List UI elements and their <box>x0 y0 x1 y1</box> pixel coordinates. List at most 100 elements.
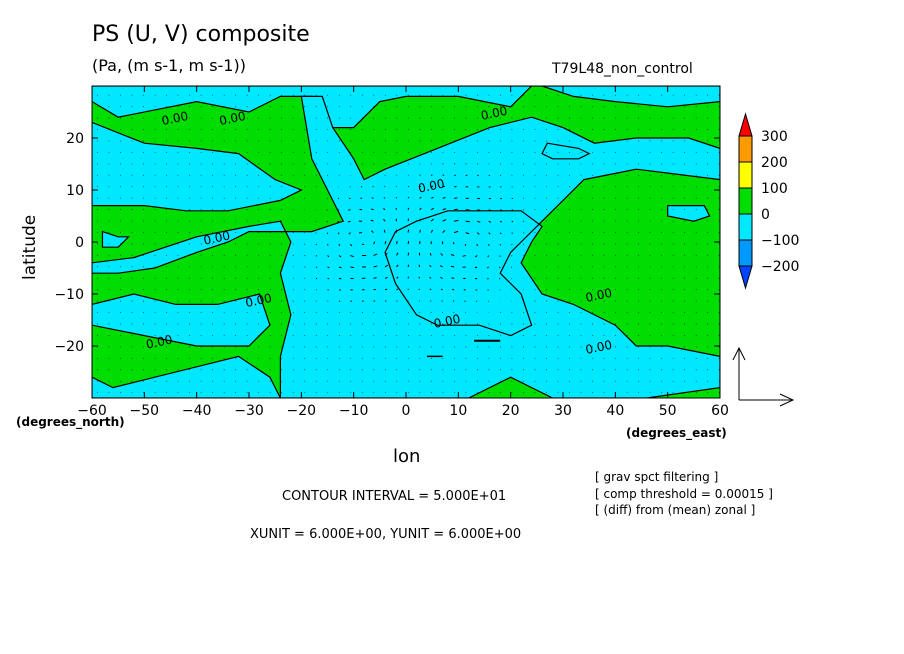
wind-vector <box>327 266 330 269</box>
plot-area: 0.00 0.00 0.00 0.00 0.00 0.00 0.00 0.00 0.00 0.00 <box>92 86 720 398</box>
wind-vector <box>442 197 446 199</box>
x-tick-label: 50 <box>659 403 677 419</box>
wind-vector <box>499 220 503 223</box>
colorbar-label-4: −100 <box>761 233 799 249</box>
wind-vector <box>430 185 434 188</box>
wind-vector <box>396 264 399 268</box>
contour-label-9: 0.00 <box>584 338 613 357</box>
wind-vector <box>419 185 422 188</box>
x-tick-label: 10 <box>449 403 467 419</box>
colorbar-bottom-arrow <box>738 265 753 290</box>
chart-title: PS (U, V) composite <box>92 22 310 47</box>
wind-vector <box>373 277 377 279</box>
colorbar-segment-2 <box>738 187 753 215</box>
wind-vector <box>383 218 386 222</box>
wind-vector <box>418 264 421 268</box>
wind-vector <box>465 232 470 235</box>
wind-vector <box>407 185 410 188</box>
reference-vector-x-head <box>779 393 795 407</box>
wind-vector <box>395 207 398 210</box>
wind-vector <box>429 264 432 268</box>
wind-vector <box>499 266 501 269</box>
negative-region-2 <box>92 121 303 212</box>
x-axis-label: lon <box>393 446 421 467</box>
colorbar-label-2: 100 <box>761 181 788 197</box>
contour-label-8: 0.00 <box>145 332 174 351</box>
wind-vector <box>315 243 317 246</box>
wind-vector <box>477 220 481 223</box>
wind-vector <box>440 288 443 291</box>
wind-vector <box>441 300 443 302</box>
y-tick-label: −10 <box>54 287 84 303</box>
wind-vector <box>499 277 501 280</box>
vector-field <box>96 94 720 394</box>
wind-vector <box>337 232 340 235</box>
wind-vector <box>419 196 422 199</box>
wind-vector <box>486 266 489 269</box>
wind-vector <box>511 220 514 223</box>
wind-vector <box>350 255 354 258</box>
wind-vector <box>407 196 410 199</box>
wind-vector <box>487 277 489 280</box>
wind-vector <box>419 218 422 222</box>
negative-region-8 <box>667 205 711 222</box>
contour-label-4: 0.00 <box>202 228 231 247</box>
wind-vector <box>371 230 374 234</box>
negative-region-7 <box>541 142 591 160</box>
wind-vector <box>396 276 399 279</box>
wind-vector <box>384 185 386 188</box>
wind-vector <box>315 255 318 257</box>
wind-vector <box>347 220 351 223</box>
colorbar-segment-0 <box>738 135 753 163</box>
wind-vector <box>370 219 374 222</box>
contour-label-2: 0.00 <box>480 104 509 123</box>
wind-vector <box>407 264 410 268</box>
wind-vector <box>476 232 480 235</box>
wind-vector <box>337 209 340 211</box>
wind-vector <box>384 288 388 291</box>
wind-vector <box>338 266 342 269</box>
colorbar-segment-1 <box>738 161 753 189</box>
wind-vector <box>450 265 455 268</box>
wind-vector <box>373 253 378 256</box>
colorbar-label-0: 300 <box>761 129 788 145</box>
colorbar-segment-3 <box>738 213 753 241</box>
wind-vector <box>384 276 388 279</box>
wind-vector <box>327 243 329 246</box>
x-tick-label: 20 <box>502 403 520 419</box>
note-threshold: [ comp threshold = 0.00015 ] <box>595 487 773 501</box>
wind-vector <box>488 209 492 212</box>
x-tick-label: 60 <box>711 403 729 419</box>
negative-region-3 <box>92 95 720 398</box>
wind-vector <box>430 218 434 222</box>
wind-vector <box>454 208 459 211</box>
wind-vector <box>418 276 421 279</box>
x-tick-label: −60 <box>77 403 107 419</box>
wind-vector <box>442 219 447 222</box>
wind-vector <box>500 209 503 211</box>
wind-vector <box>407 252 410 256</box>
wind-vector <box>442 229 446 234</box>
wind-vector <box>371 197 374 199</box>
wind-vector <box>442 208 447 211</box>
chart-units: (Pa, (m s-1, m s-1)) <box>92 56 246 75</box>
x-tick-label: −50 <box>130 403 160 419</box>
negative-regions <box>92 86 720 398</box>
wind-vector <box>384 264 389 268</box>
wind-vector <box>430 196 434 199</box>
wind-vector <box>430 300 432 302</box>
wind-vector <box>454 219 459 222</box>
wind-vector <box>418 288 420 291</box>
wind-vector <box>395 218 398 222</box>
contour-label-5: 0.00 <box>244 291 273 310</box>
wind-vector <box>511 232 513 234</box>
contour-label-1: 0.00 <box>218 109 247 128</box>
colorbar-label-3: 0 <box>761 207 770 223</box>
y-tick-label: 20 <box>66 131 84 147</box>
wind-vector <box>419 229 422 233</box>
wind-vector <box>499 232 502 235</box>
wind-vector <box>439 265 443 268</box>
x-tick-label: −10 <box>339 403 369 419</box>
colorbar-label-1: 200 <box>761 155 788 171</box>
